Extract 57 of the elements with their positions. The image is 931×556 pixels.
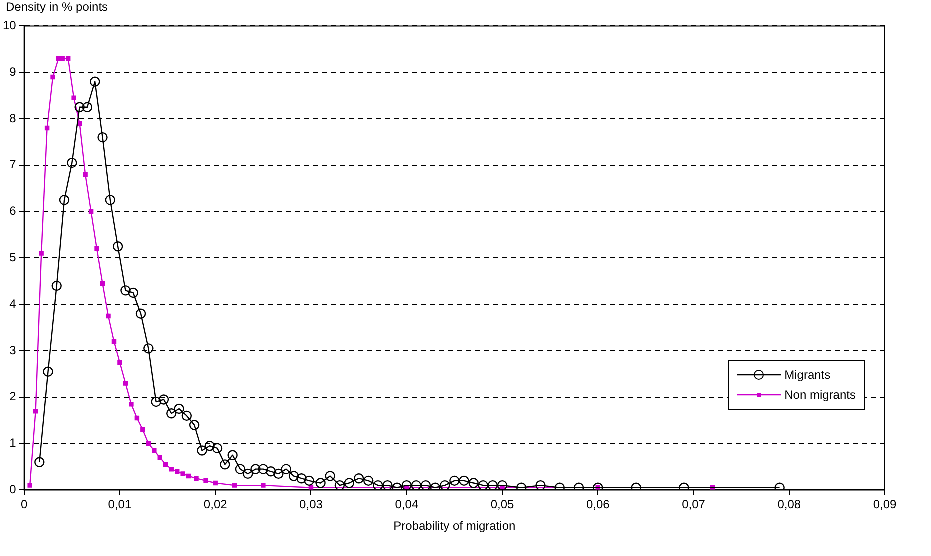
x-tick-label: 0,08 bbox=[778, 498, 802, 512]
x-tick-label: 0,09 bbox=[873, 498, 897, 512]
y-tick-label: 8 bbox=[10, 111, 17, 126]
x-tick-label: 0,03 bbox=[300, 498, 324, 512]
y-tick-label: 6 bbox=[10, 204, 17, 218]
point bbox=[100, 281, 106, 286]
point bbox=[232, 483, 238, 488]
y-tick-label: 7 bbox=[10, 158, 17, 172]
point bbox=[72, 96, 76, 100]
point bbox=[39, 251, 44, 256]
point bbox=[50, 74, 56, 80]
point bbox=[83, 172, 88, 178]
y-tick-label: 4 bbox=[10, 296, 17, 311]
point bbox=[194, 476, 199, 481]
x-tick-label: 0 bbox=[21, 498, 28, 512]
y-tick-label: 5 bbox=[10, 250, 17, 265]
point bbox=[164, 462, 168, 468]
y-axis-title: Density in % points bbox=[5, 0, 110, 16]
point bbox=[134, 416, 140, 421]
point bbox=[158, 455, 163, 460]
y-tick-label: 2 bbox=[10, 390, 17, 404]
y-tick-label: 3 bbox=[10, 343, 17, 358]
point bbox=[174, 469, 180, 474]
point bbox=[28, 483, 32, 488]
point bbox=[152, 448, 157, 454]
point bbox=[180, 472, 186, 476]
point bbox=[118, 360, 122, 365]
legend-label: Migrants bbox=[784, 368, 831, 382]
x-tick-label: 0,05 bbox=[490, 498, 514, 512]
point bbox=[60, 56, 65, 62]
legend-label: Non migrants bbox=[784, 388, 856, 402]
point bbox=[140, 428, 146, 432]
y-tick-label: 9 bbox=[10, 64, 17, 79]
x-tick-label: 0,04 bbox=[395, 498, 419, 512]
y-tick-label: 1 bbox=[10, 436, 17, 450]
point bbox=[213, 480, 218, 486]
point bbox=[112, 339, 117, 344]
x-tick-label: 0,02 bbox=[204, 498, 228, 512]
point bbox=[261, 483, 266, 488]
point bbox=[94, 246, 100, 252]
x-axis-title: Probability of migration bbox=[394, 519, 516, 534]
point bbox=[129, 402, 134, 407]
y-tick-label: 0 bbox=[10, 482, 17, 497]
x-tick-label: 0,07 bbox=[682, 498, 706, 512]
point bbox=[106, 314, 111, 319]
point bbox=[169, 466, 174, 472]
x-tick-label: 0,01 bbox=[108, 498, 132, 512]
x-tick-label: 0,06 bbox=[586, 498, 610, 512]
y-tick-label: 10 bbox=[2, 18, 17, 33]
point bbox=[44, 126, 50, 131]
point bbox=[186, 474, 192, 479]
point bbox=[123, 381, 128, 386]
point bbox=[204, 478, 208, 484]
point bbox=[33, 408, 38, 414]
point bbox=[66, 56, 71, 62]
point bbox=[146, 441, 152, 446]
point bbox=[88, 209, 94, 214]
